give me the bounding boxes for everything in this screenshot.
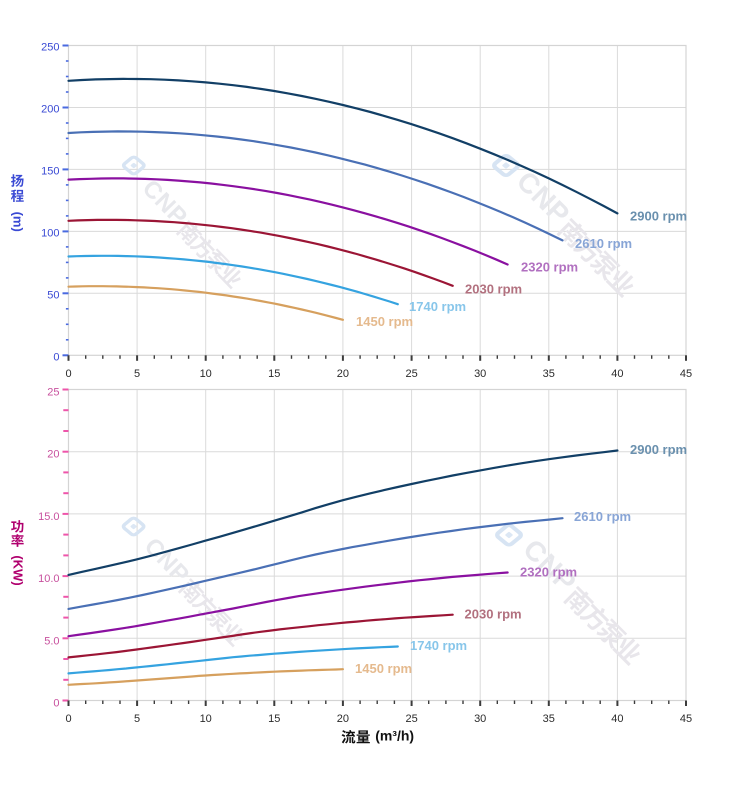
svg-text:(KW): (KW) bbox=[11, 555, 26, 585]
svg-text:250: 250 bbox=[41, 42, 59, 54]
svg-text:150: 150 bbox=[41, 166, 59, 178]
svg-text:15.0: 15.0 bbox=[38, 511, 59, 523]
svg-text:2030 rpm: 2030 rpm bbox=[465, 282, 522, 297]
svg-text:2030 rpm: 2030 rpm bbox=[465, 607, 522, 622]
svg-text:30: 30 bbox=[474, 713, 486, 725]
svg-text:10: 10 bbox=[200, 713, 212, 725]
svg-text:20: 20 bbox=[47, 449, 59, 461]
svg-text:40: 40 bbox=[611, 368, 623, 380]
svg-text:2900 rpm: 2900 rpm bbox=[630, 209, 687, 224]
svg-text:0: 0 bbox=[53, 698, 59, 710]
svg-text:1450 rpm: 1450 rpm bbox=[356, 314, 413, 329]
svg-text:40: 40 bbox=[611, 713, 623, 725]
svg-text:35: 35 bbox=[543, 368, 555, 380]
svg-text:5: 5 bbox=[134, 713, 140, 725]
svg-text:1740 rpm: 1740 rpm bbox=[409, 299, 466, 314]
svg-text:5: 5 bbox=[134, 368, 140, 380]
svg-text:1450 rpm: 1450 rpm bbox=[355, 661, 412, 676]
svg-text:2900 rpm: 2900 rpm bbox=[630, 442, 687, 457]
svg-text:20: 20 bbox=[337, 713, 349, 725]
svg-text:2610 rpm: 2610 rpm bbox=[575, 236, 632, 251]
svg-text:25: 25 bbox=[405, 368, 417, 380]
svg-text:2320 rpm: 2320 rpm bbox=[521, 260, 578, 275]
svg-text:1740 rpm: 1740 rpm bbox=[410, 638, 467, 653]
svg-text:45: 45 bbox=[680, 368, 692, 380]
svg-text:10: 10 bbox=[200, 368, 212, 380]
svg-text:45: 45 bbox=[680, 713, 692, 725]
svg-text:200: 200 bbox=[41, 104, 59, 116]
svg-text:0: 0 bbox=[65, 368, 71, 380]
svg-text:2320 rpm: 2320 rpm bbox=[520, 565, 577, 580]
svg-text:2610 rpm: 2610 rpm bbox=[574, 509, 631, 524]
svg-text:35: 35 bbox=[543, 713, 555, 725]
svg-text:0: 0 bbox=[65, 713, 71, 725]
svg-text:(m): (m) bbox=[11, 212, 26, 232]
svg-text:25: 25 bbox=[405, 713, 417, 725]
svg-text:15: 15 bbox=[268, 713, 280, 725]
svg-text:50: 50 bbox=[47, 290, 59, 302]
svg-text:15: 15 bbox=[268, 368, 280, 380]
svg-text:25: 25 bbox=[47, 387, 59, 399]
svg-text:100: 100 bbox=[41, 228, 59, 240]
svg-text:30: 30 bbox=[474, 368, 486, 380]
svg-text:5.0: 5.0 bbox=[44, 635, 59, 647]
svg-text:(m³/h): (m³/h) bbox=[375, 728, 414, 744]
svg-text:10.0: 10.0 bbox=[38, 573, 59, 585]
svg-text:20: 20 bbox=[337, 368, 349, 380]
svg-text:0: 0 bbox=[53, 352, 59, 364]
